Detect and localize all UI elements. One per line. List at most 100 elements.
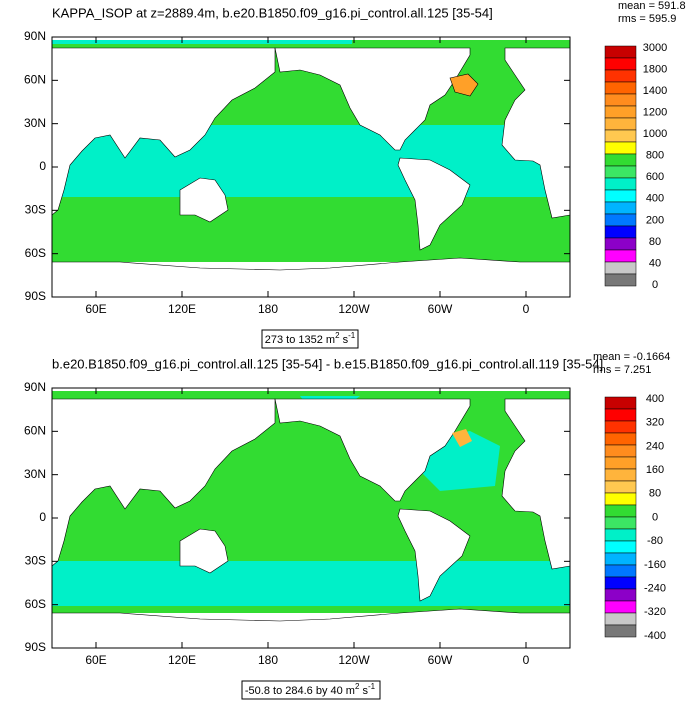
lat-label: 60N: [24, 73, 46, 87]
stat-label: mean = 591.8: [618, 0, 686, 12]
colorbar-label: 40: [649, 257, 661, 269]
colorbar-box: [604, 516, 637, 530]
colorbar-box: [604, 588, 637, 602]
lon-label: 120E: [168, 653, 196, 667]
colorbar-label: 80: [649, 488, 661, 500]
stat-label: mean = -0.1664: [593, 351, 670, 363]
lat-label: 30S: [25, 554, 46, 568]
colorbar-box: [604, 492, 637, 506]
panel: b.e20.B1850.f09_g16.pi_control.all.125 […: [24, 351, 670, 700]
lon-label: 60E: [85, 302, 106, 316]
range-label: 273 to 1352 m2 s-1: [265, 331, 356, 346]
lon-label: 60W: [428, 302, 453, 316]
colorbar-label: 400: [646, 193, 664, 205]
colorbar-box: [604, 552, 637, 566]
range-part: s: [340, 334, 349, 346]
colorbar-box: [604, 480, 637, 494]
colorbar-box: [604, 261, 637, 275]
colorbar-label: 3000: [643, 42, 667, 54]
lat-label: 30N: [24, 467, 46, 481]
colorbar-label: 160: [646, 464, 664, 476]
colorbar-label: 80: [649, 236, 661, 248]
colorbar-label: 0: [652, 511, 658, 523]
lon-label: 0: [523, 653, 530, 667]
lon-label: 60W: [428, 653, 453, 667]
colorbar-box: [604, 624, 637, 638]
lat-label: 30S: [25, 203, 46, 217]
colorbar-box: [604, 165, 637, 179]
colorbar-box: [604, 612, 637, 626]
colorbar-box: [604, 432, 637, 446]
lat-label: 60N: [24, 424, 46, 438]
stat-label: rms = 595.9: [618, 13, 676, 25]
lat-label: 90S: [25, 289, 46, 303]
colorbar-label: -80: [647, 535, 663, 547]
colorbar-box: [604, 177, 637, 191]
colorbar-label: 400: [646, 393, 664, 405]
colorbar-label: -160: [644, 559, 666, 571]
colorbar-box: [604, 201, 637, 215]
range-part: -50.8 to 284.6 by 40 m: [245, 685, 355, 697]
range-part: -1: [368, 682, 376, 691]
lon-label: 180: [258, 302, 278, 316]
colorbar-box: [604, 468, 637, 482]
colorbar-box: [604, 105, 637, 119]
range-part: -1: [348, 331, 356, 340]
colorbar-box: [604, 45, 637, 59]
lon-label: 120W: [338, 653, 370, 667]
colorbar-label: 320: [646, 417, 664, 429]
colorbar-box: [604, 273, 637, 287]
colorbar-box: [604, 237, 637, 251]
panel-title: b.e20.B1850.f09_g16.pi_control.all.125 […: [52, 356, 603, 371]
colorbar-label: 1800: [643, 63, 667, 75]
lat-label: 0: [39, 159, 46, 173]
colorbar-box: [604, 564, 637, 578]
colorbar-label: 1200: [643, 107, 667, 119]
lat-label: 90S: [25, 640, 46, 654]
colorbar-box: [604, 81, 637, 95]
range-part: 273 to 1352 m: [265, 334, 335, 346]
colorbar-box: [604, 69, 637, 83]
lon-label: 120W: [338, 302, 370, 316]
colorbar-label: 600: [646, 171, 664, 183]
colorbar-label: -320: [644, 606, 666, 618]
range-part: 2: [335, 331, 340, 340]
colorbar-box: [604, 456, 637, 470]
range-part: s: [359, 685, 368, 697]
colorbar-label: 0: [652, 279, 658, 291]
range-box: [261, 329, 359, 349]
colorbar-box: [604, 249, 637, 263]
colorbar-label: 240: [646, 440, 664, 452]
colorbar-box: [604, 129, 637, 143]
colorbar-box: [604, 444, 637, 458]
colorbar-label: 200: [646, 214, 664, 226]
panel-title: KAPPA_ISOP at z=2889.4m, b.e20.B1850.f09…: [52, 5, 493, 20]
colorbar-label: 1400: [643, 85, 667, 97]
map-top: [51, 36, 571, 298]
colorbar-box: [604, 396, 637, 410]
colorbar-box: [604, 408, 637, 422]
lat-label: 0: [39, 510, 46, 524]
colorbar-label: -240: [644, 583, 666, 595]
colorbar-box: [604, 93, 637, 107]
colorbar-label: -400: [644, 630, 666, 642]
colorbar-box: [604, 504, 637, 518]
range-box: [241, 680, 381, 700]
lat-label: 60S: [25, 597, 46, 611]
colorbar-box: [604, 420, 637, 434]
lat-label: 30N: [24, 116, 46, 130]
range-part: 2: [355, 682, 360, 691]
colorbar-box: [604, 189, 637, 203]
colorbar-label: 800: [646, 150, 664, 162]
lon-label: 120E: [168, 302, 196, 316]
lat-label: 90N: [24, 380, 46, 394]
panel: KAPPA_ISOP at z=2889.4m, b.e20.B1850.f09…: [24, 0, 686, 349]
colorbar-box: [604, 600, 637, 614]
lon-label: 180: [258, 653, 278, 667]
colorbar-box: [604, 213, 637, 227]
colorbar-box: [604, 540, 637, 554]
lat-label: 90N: [24, 29, 46, 43]
stat-label: rms = 7.251: [593, 364, 651, 376]
